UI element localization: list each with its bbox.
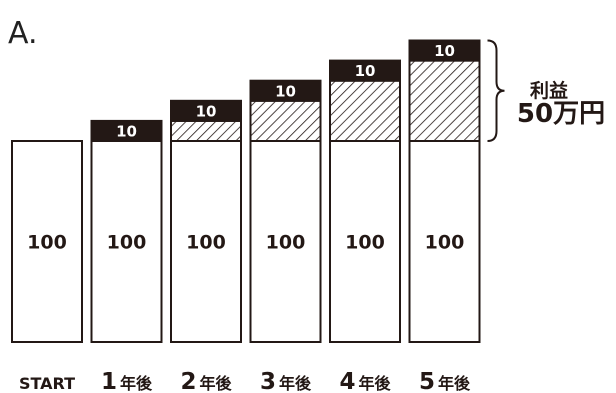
base-bar-label: 100	[27, 232, 67, 254]
category-label: 2 年後	[180, 369, 232, 393]
yearly-profit-label: 10	[434, 42, 455, 60]
category-label: 4 年後	[339, 369, 391, 393]
category-label: 3 年後	[260, 369, 312, 393]
accumulated-profit-segment	[249, 99, 322, 143]
base-bar	[170, 140, 242, 343]
yearly-profit-label: 10	[355, 62, 376, 80]
yearly-profit-segment	[249, 79, 322, 102]
bars-group: 100 100 10 100 10 100 10 100 10 100 10	[11, 39, 481, 343]
yearly-profit-label: 10	[116, 122, 137, 140]
profit-brace	[487, 39, 505, 142]
panel-label: A.	[8, 16, 38, 51]
base-bar-label: 100	[266, 232, 306, 254]
yearly-profit-label: 10	[196, 102, 217, 120]
base-bar-label: 100	[345, 232, 385, 254]
yearly-profit-segment	[170, 99, 242, 122]
category-labels: START 1 年後 2 年後 3 年後 4 年後 5 年後	[19, 369, 471, 393]
base-bar	[90, 140, 163, 343]
profit-value: 50万円	[517, 99, 605, 129]
base-bar-label: 100	[186, 232, 226, 254]
accumulated-profit-segment	[170, 119, 242, 143]
yearly-profit-segment	[90, 119, 163, 143]
profit-title: 利益	[530, 79, 568, 102]
category-label: START	[19, 374, 75, 393]
base-bar	[11, 140, 83, 343]
base-bar	[408, 140, 481, 343]
category-label: 1 年後	[101, 369, 153, 393]
accumulated-profit-segment	[329, 79, 401, 142]
yearly-profit-label: 10	[275, 82, 296, 100]
base-bar-label: 100	[425, 232, 465, 254]
accumulated-profit-segment	[408, 59, 481, 142]
yearly-profit-segment	[408, 39, 481, 62]
base-bar-label: 100	[107, 232, 147, 254]
category-label: 5 年後	[419, 369, 471, 393]
brace-path	[487, 39, 505, 142]
yearly-profit-segment	[329, 59, 401, 82]
